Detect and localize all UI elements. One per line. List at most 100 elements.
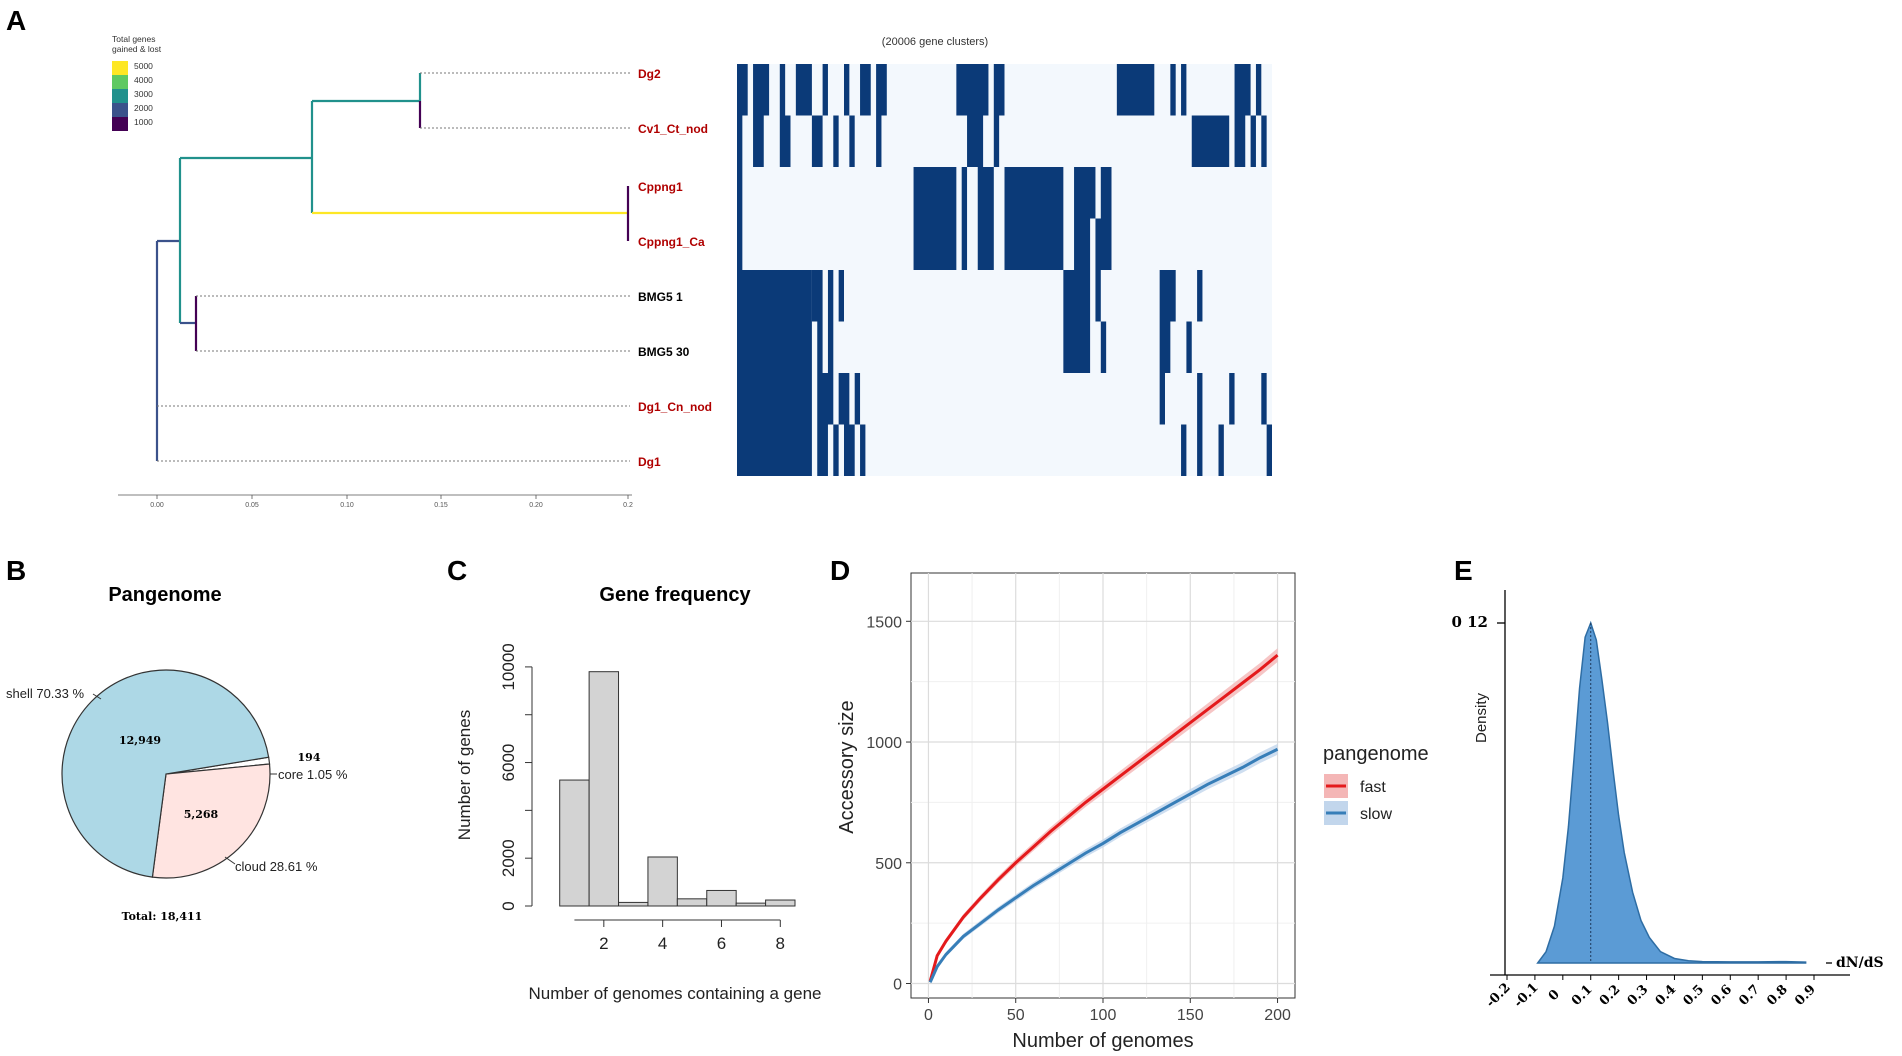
hist-bar-1	[588, 671, 620, 907]
density-xtick-label-4: 0.2	[1597, 982, 1624, 1009]
heatmap-title: (20006 gene clusters)	[882, 36, 988, 48]
heat-block-r0-5	[844, 64, 850, 116]
hist-ytick-label-1: 2000	[499, 839, 518, 877]
pie-outer-shell: shell 70.33 %	[6, 686, 84, 701]
heat-block-r7-1	[817, 424, 828, 476]
heat-block-r2-6	[1100, 167, 1112, 219]
density-xtick-label-2: 0	[1546, 987, 1563, 1004]
density-area	[1536, 620, 1807, 964]
heat-block-r1-11	[1250, 115, 1256, 167]
pie-title: Pangenome	[108, 584, 221, 606]
heat-block-r5-4	[1100, 321, 1107, 373]
line-xlabel: Number of genomes	[1012, 1030, 1193, 1052]
density-ytick-label: 0 12	[1451, 613, 1488, 631]
pie-outer-cloud: cloud 28.61 %	[235, 859, 318, 874]
heat-block-r7-6	[1197, 424, 1203, 476]
taxon-label-4: BMG5 1	[638, 290, 683, 304]
heat-block-r7-7	[1218, 424, 1224, 476]
hist-ytick-label-3: 10000	[499, 643, 518, 690]
density-xtick-label-6: 0.4	[1653, 982, 1680, 1009]
legend-title: pangenome	[1323, 743, 1429, 765]
legend-label-slow: slow	[1360, 806, 1392, 823]
density-xtick-label-8: 0.6	[1708, 982, 1735, 1009]
line-xtick-label-2: 100	[1090, 1007, 1117, 1024]
hist-bar-6	[735, 902, 767, 907]
tree-axis-label-3: 0.15	[434, 502, 448, 509]
heat-block-r3-1	[913, 218, 957, 270]
panel-letter-a: A	[6, 5, 26, 36]
line-ytick-label-3: 1500	[866, 614, 902, 631]
tree-scale-axis: 0.00 0.05 0.10 0.15 0.20 0.2	[118, 494, 633, 509]
density-xtick-label-7: 0.5	[1681, 982, 1708, 1009]
taxon-label-6: Dg1_Cn_nod	[638, 400, 712, 414]
hist-bar-2	[618, 901, 649, 907]
heat-block-r7-0	[737, 424, 812, 476]
heat-block-r1-2	[779, 115, 791, 167]
heat-block-r7-3	[844, 424, 855, 476]
panel-letter-e: E	[1454, 555, 1473, 586]
heat-block-r3-6	[1095, 218, 1112, 270]
series-line-fast	[928, 653, 1279, 982]
heat-block-r2-5	[1074, 167, 1096, 219]
hist-ytick-label-0: 0	[499, 901, 518, 910]
heat-block-r1-12	[1261, 115, 1267, 167]
heat-block-r6-0	[737, 373, 812, 425]
line-xtick-label-4: 200	[1264, 1007, 1291, 1024]
heat-block-r3-3	[977, 218, 994, 270]
taxa-labels: Dg2 Cv1_Ct_nod Cppng1 Cppng1_Ca BMG5 1 BMG5 3…	[638, 67, 712, 469]
panel-letter-c: C	[447, 555, 467, 586]
heat-block-r1-7	[967, 115, 984, 167]
heat-block-r5-5	[1159, 321, 1171, 373]
pie-slice-shell	[61, 669, 270, 878]
heat-block-r7-2	[833, 424, 839, 476]
pie: 12,949 5,268 194 shell 70.33 % core 1.05 % cl…	[6, 669, 348, 879]
heat-block-r2-3	[977, 167, 994, 219]
pie-label-cloud: 5,268	[184, 808, 219, 821]
heat-block-r5-6	[1186, 321, 1192, 373]
heat-block-r0-14	[1255, 64, 1262, 116]
heat-block-r4-2	[827, 270, 834, 322]
heat-block-r6-7	[1261, 373, 1267, 425]
density-xlabel: dN/dS	[1836, 955, 1884, 971]
line-ytick-label-1: 500	[875, 856, 902, 873]
hist-xtick-label-2: 6	[717, 934, 726, 953]
density-xtick-label-3: 0.1	[1569, 982, 1596, 1009]
heat-block-r6-6	[1229, 373, 1235, 425]
legend-tick-4: 1000	[134, 117, 153, 127]
heat-block-r1-0	[737, 115, 743, 167]
panel-b-pie-chart: Pangenome 12,949 5,268 194 shell 70.33 % cor…	[6, 584, 348, 923]
heat-block-r6-2	[838, 373, 850, 425]
tree-axis-label-4: 0.20	[529, 502, 543, 509]
hist-xlabel: Number of genomes containing a gene	[529, 984, 822, 1003]
legend-tick-1: 4000	[134, 75, 153, 85]
heat-block-r2-0	[737, 167, 743, 219]
panel-a-phylo-heatmap: (20006 gene clusters) Total genes gained…	[112, 34, 1272, 509]
heat-block-r4-5	[1095, 270, 1101, 322]
density-xtick-label-1: -0.1	[1511, 980, 1541, 1010]
taxon-label-3: Cppng1_Ca	[638, 235, 705, 249]
heat-block-r0-12	[1181, 64, 1187, 116]
panel-d-line-chart: 0 50 100 150 200 0 500 1000 1500 Number of genom…	[836, 572, 1429, 1052]
legend-tick-0: 5000	[134, 61, 153, 71]
heat-block-r4-3	[838, 270, 844, 322]
heat-block-r7-5	[1181, 424, 1187, 476]
heat-block-r0-2	[779, 64, 786, 116]
heat-block-r7-8	[1266, 424, 1272, 476]
heat-block-r1-1	[753, 115, 764, 167]
taxon-label-2: Cppng1	[638, 180, 683, 194]
heat-block-r5-2	[827, 321, 834, 373]
heat-block-r1-4	[833, 115, 839, 167]
heat-block-r7-4	[860, 424, 866, 476]
heat-block-r4-6	[1159, 270, 1176, 322]
heat-block-r1-9	[1191, 115, 1230, 167]
tree-axis-label-5: 0.2	[623, 502, 633, 509]
heat-block-r3-5	[1074, 218, 1091, 270]
heat-block-r0-13	[1234, 64, 1251, 116]
panel-letter-b: B	[6, 555, 26, 586]
gene-cluster-heatmap	[737, 64, 1272, 476]
pie-slice-cloud	[151, 763, 271, 879]
heat-block-r6-5	[1197, 373, 1203, 425]
heat-block-r4-1	[811, 270, 823, 322]
heat-block-r1-6	[876, 115, 882, 167]
